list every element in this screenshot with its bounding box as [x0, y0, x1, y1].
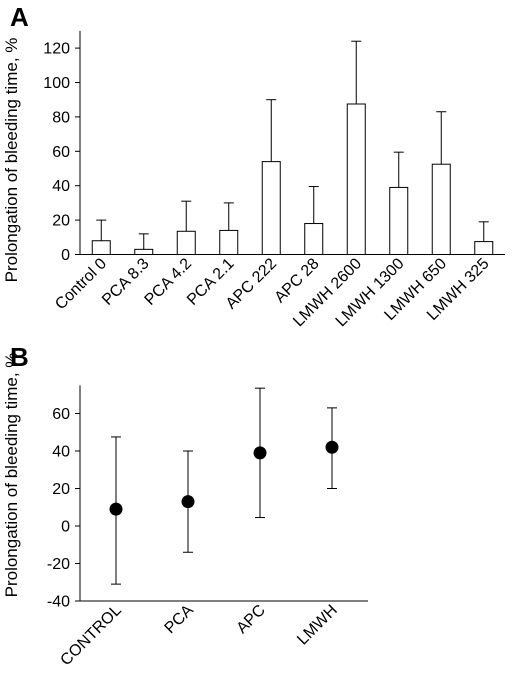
panel-b-axes: -40 -20 0 20 40 60 CONTROL PCA APC LMWH [47, 385, 368, 669]
panel-a-letter: A [10, 2, 29, 32]
panel-b-category-label: PCA [162, 602, 198, 638]
panel-a-bar [219, 229, 239, 255]
panel-b: B Prolongation of bleeding time, % -40 -2… [2, 342, 368, 669]
panel-a-bars [91, 40, 494, 256]
panel-b-y-tick-label: -20 [47, 556, 70, 573]
panel-a-bar [91, 240, 111, 256]
panel-b-y-tick-label: 60 [52, 406, 70, 423]
panel-a: A Prolongation of bleeding time, % 0 20 40… [2, 2, 505, 330]
panel-a-bar [304, 223, 324, 255]
panel-a-bar [176, 230, 196, 255]
panel-b-y-tick-label: 40 [52, 444, 70, 461]
panel-b-point [325, 440, 339, 454]
panel-a-bar [261, 161, 281, 255]
panel-a-y-tick-label: 60 [52, 144, 70, 161]
panel-a-y-tick-label: 20 [52, 213, 70, 230]
panel-a-bar [389, 186, 409, 255]
panel-a-y-tick-label: 120 [43, 41, 70, 58]
panel-b-point [181, 495, 195, 509]
panel-b-category-label: CONTROL [57, 602, 124, 669]
panel-b-category-label: APC [234, 602, 269, 637]
panel-a-bar [346, 103, 366, 255]
panel-b-y-tick-label: 20 [52, 481, 70, 498]
panel-a-y-tick-label: 0 [61, 247, 70, 264]
panel-b-letter: B [10, 342, 29, 372]
panel-b-point [253, 446, 267, 460]
panel-b-y-tick-label: 0 [61, 519, 70, 536]
panel-b-category-label: LMWH [294, 602, 341, 649]
panel-b-points [109, 387, 339, 585]
panel-b-y-axis-title: Prolongation of bleeding time, % [2, 353, 21, 598]
panel-a-y-axis-title: Prolongation of bleeding time, % [2, 38, 21, 283]
panel-a-y-tick-label: 80 [52, 109, 70, 126]
panel-a-y-tick-label: 100 [43, 75, 70, 92]
panel-a-y-tick-label: 40 [52, 178, 70, 195]
panel-a-bar [474, 241, 494, 256]
panel-b-y-tick-label: -40 [47, 594, 70, 611]
panel-a-bar [134, 248, 154, 255]
panel-b-point [109, 502, 123, 516]
panel-a-bar [431, 163, 451, 255]
